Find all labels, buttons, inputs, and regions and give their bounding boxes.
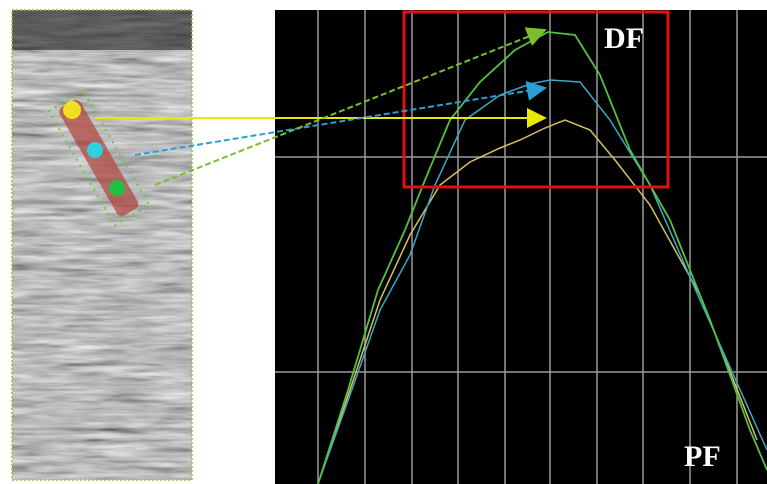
ultrasound-top-shade	[12, 10, 192, 50]
ultrasound-texture	[12, 10, 192, 480]
ultrasound-panel	[12, 10, 192, 480]
figure: DF PF	[0, 0, 767, 484]
marker-green	[109, 180, 125, 196]
plot-panel: DF PF	[275, 10, 767, 484]
plot-bg	[275, 10, 767, 484]
marker-cyan	[87, 142, 103, 158]
df-label: DF	[604, 22, 644, 55]
marker-yellow	[63, 101, 81, 119]
pf-label: PF	[684, 440, 721, 473]
